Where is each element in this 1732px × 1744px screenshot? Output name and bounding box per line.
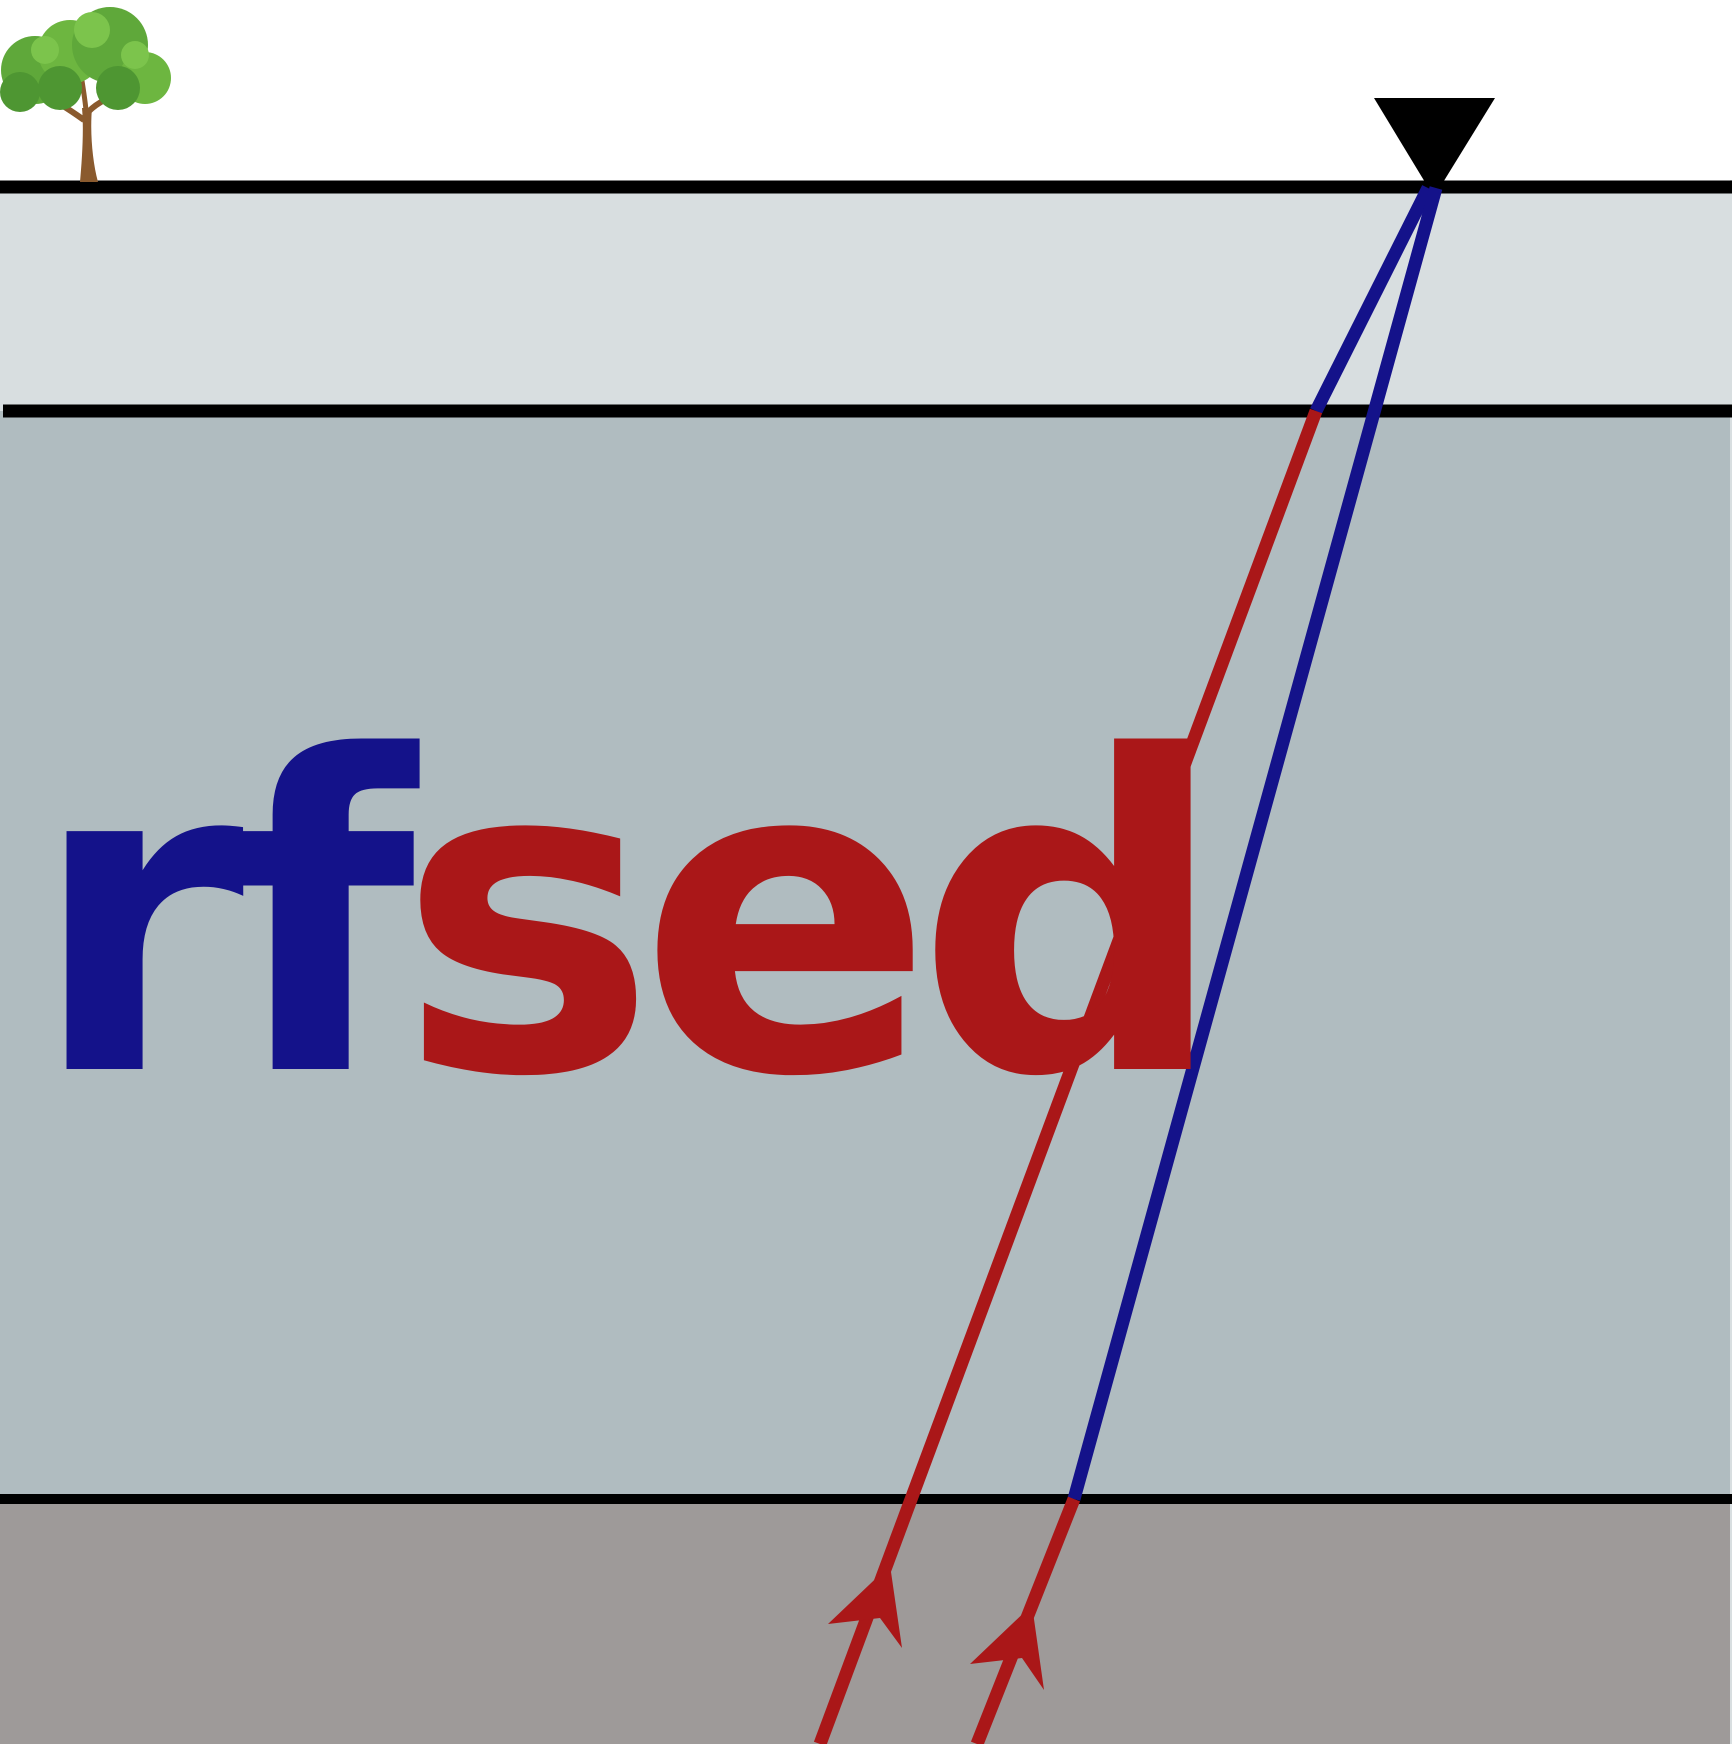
- ray-arrowhead-icon: [970, 1605, 1044, 1690]
- right-edge-strip: [1730, 180, 1732, 1744]
- red-ray-left: [813, 408, 1323, 1744]
- logo-text: rfsed: [30, 665, 1209, 1172]
- ray-arrowhead-icon: [828, 1565, 902, 1648]
- tree-icon: [0, 7, 171, 182]
- blue-ray-upper-left: [1310, 185, 1434, 414]
- sediment-layer: [0, 411, 1732, 1499]
- sky-background: [0, 0, 1732, 187]
- top-layer: [0, 187, 1732, 411]
- logo-text-sed: sed: [398, 665, 1209, 1172]
- seismic-station-triangle-icon: [1374, 98, 1495, 197]
- blue-ray-long: [1067, 186, 1443, 1501]
- logo-text-rf: rf: [30, 665, 424, 1172]
